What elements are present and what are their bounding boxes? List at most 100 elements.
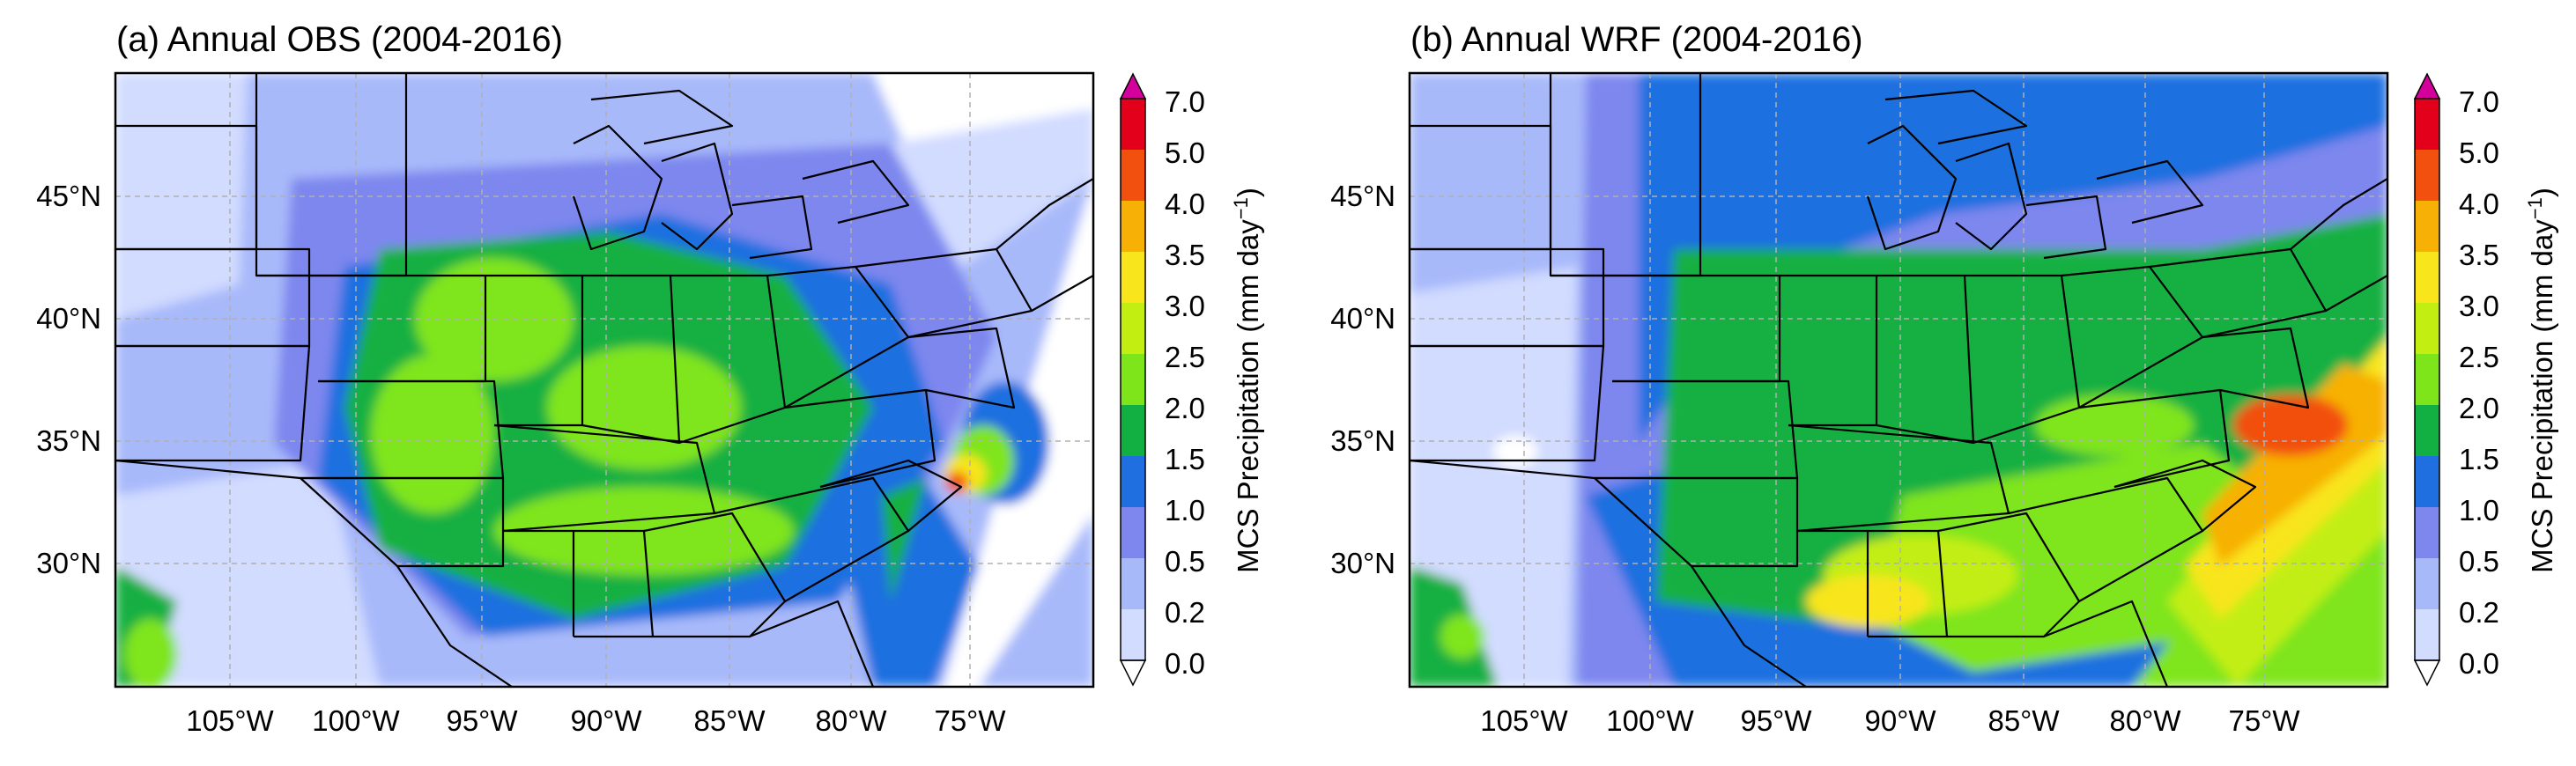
colorbar-tick: 0.2 [2459, 596, 2499, 629]
panel-b-state-borders [1410, 73, 2387, 687]
panel-b-lat-labels: 45°N 40°N 35°N 30°N [1330, 180, 1395, 579]
colorbar-ticks: 0.0 0.2 0.5 1.0 1.5 2.0 2.5 3.0 3.5 4.0 … [1165, 85, 1205, 680]
state-border [1866, 124, 1958, 251]
state-border [1955, 142, 2028, 251]
state-border [1788, 424, 2010, 533]
state-border [1876, 274, 1975, 445]
colorbar-swatch [2415, 99, 2439, 150]
colorbar-swatch [2415, 507, 2439, 558]
precip-blur-layer [1410, 73, 2387, 687]
precip-contour [124, 619, 177, 687]
colorbar-tick: 4.0 [2459, 188, 2499, 220]
lon-label: 105°W [186, 704, 274, 737]
lat-label: 40°N [1330, 302, 1395, 335]
state-border [996, 178, 1093, 250]
state-border [572, 124, 663, 251]
state-border [749, 600, 875, 687]
panel-a: (a) Annual OBS (2004-2016) 45°N 40°N 35°… [36, 20, 1264, 737]
panel-a-state-borders [115, 73, 1093, 687]
state-border [784, 388, 936, 489]
state-border [581, 274, 681, 445]
colorbar-swatch [1121, 609, 1145, 660]
panel-b-frame [1408, 71, 2389, 689]
state-border [907, 327, 1016, 409]
colorbar-swatches [2413, 72, 2441, 687]
colorbar-tick: 1.5 [2459, 443, 2499, 475]
state-border [661, 142, 734, 251]
colorbar-swatch [2415, 558, 2439, 609]
precip-contour [829, 452, 979, 687]
lon-label: 80°W [2109, 704, 2181, 737]
state-border [2078, 388, 2231, 489]
colorbar-tick: 0.0 [1165, 647, 1205, 680]
colorbar-tick: 0.2 [1165, 596, 1205, 629]
lat-label: 45°N [36, 180, 101, 212]
colorbar-swatch [1121, 507, 1145, 558]
panel-a-colorbar: 0.0 0.2 0.5 1.0 1.5 2.0 2.5 3.0 3.5 4.0 … [1119, 72, 1264, 687]
colorbar-swatch [2415, 405, 2439, 456]
panel-a-precip-field [115, 73, 1093, 687]
state-border [485, 274, 584, 427]
colorbar-tick: 1.5 [1165, 443, 1205, 475]
lon-label: 90°W [1864, 704, 1936, 737]
colorbar-tick: 5.0 [2459, 136, 2499, 169]
colorbar-tick: 2.0 [1165, 392, 1205, 424]
colorbar-extend-min [1119, 659, 1147, 687]
state-border [714, 476, 910, 602]
state-border [1884, 89, 2028, 145]
precip-contour [415, 258, 574, 381]
precip-blur-layer [115, 73, 1093, 687]
colorbar-tick: 4.0 [1165, 188, 1205, 220]
colorbar-tick: 2.0 [2459, 392, 2499, 424]
colorbar-swatch [2415, 303, 2439, 354]
colorbar-swatch [1121, 405, 1145, 456]
colorbar-swatch [1121, 303, 1145, 354]
state-border [1595, 476, 1799, 568]
state-border [574, 529, 655, 638]
colorbar-swatch [1121, 201, 1145, 252]
colorbar-extend-max [2413, 72, 2441, 99]
lon-label: 95°W [1740, 704, 1812, 737]
state-border [493, 424, 716, 533]
colorbar-swatch [1121, 354, 1145, 405]
colorbar-extend-min [2413, 659, 2441, 687]
state-border [2325, 275, 2387, 312]
colorbar-swatch [2415, 609, 2439, 660]
precip-contour [115, 73, 248, 320]
state-border [2290, 178, 2387, 250]
state-border [2061, 265, 2204, 409]
panel-b-gridlines [1410, 73, 2387, 687]
panel-b-title: (b) Annual WRF (2004-2016) [1410, 20, 1863, 59]
state-border [1031, 275, 1093, 312]
panel-a-title: (a) Annual OBS (2004-2016) [116, 20, 563, 59]
colorbar-label: MCS Precipitation (mm day−1) [1230, 188, 1264, 573]
state-border [1780, 274, 1878, 427]
colorbar-tick: 7.0 [1165, 85, 1205, 118]
precip-contour [1868, 443, 2273, 672]
state-border [2149, 247, 2328, 339]
state-border [2008, 476, 2204, 602]
state-border [2202, 327, 2310, 409]
colorbar-tick: 1.0 [1165, 494, 1205, 527]
state-border [2043, 600, 2169, 687]
colorbar-swatch [2415, 150, 2439, 201]
lon-label: 95°W [446, 704, 518, 737]
state-border [115, 459, 513, 687]
precip-contour [371, 355, 494, 513]
colorbar-tick: 0.5 [2459, 545, 2499, 578]
state-border [1410, 344, 1605, 462]
colorbar-outline [1120, 98, 1146, 661]
colorbar-tick: 3.0 [2459, 290, 2499, 322]
colorbar-swatch [1121, 99, 1145, 150]
state-border [731, 195, 813, 260]
panel-a-frame [114, 71, 1095, 689]
lon-label: 85°W [1988, 704, 2060, 737]
state-border [1410, 459, 1807, 687]
state-border [1868, 529, 1949, 638]
colorbar-outline [2414, 98, 2440, 661]
state-border [590, 89, 734, 145]
lon-label: 75°W [934, 704, 1006, 737]
state-border [115, 344, 311, 462]
state-border [300, 476, 505, 568]
colorbar-swatch [1121, 456, 1145, 507]
